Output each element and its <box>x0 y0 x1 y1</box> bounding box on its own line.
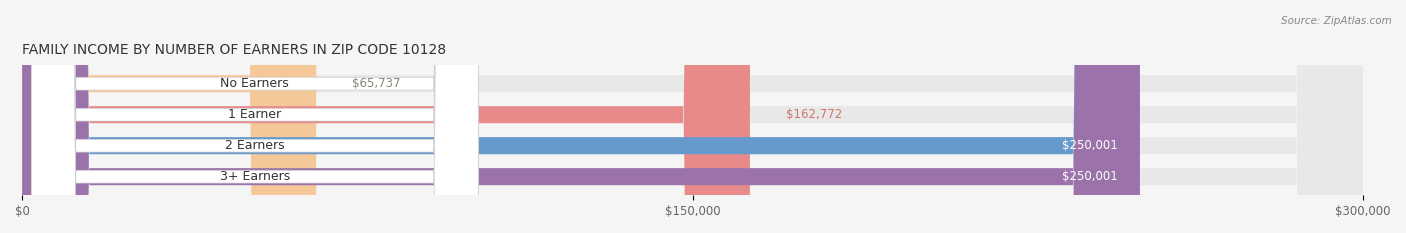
Text: No Earners: No Earners <box>221 77 290 90</box>
Text: $162,772: $162,772 <box>786 108 842 121</box>
Text: $65,737: $65,737 <box>352 77 401 90</box>
FancyBboxPatch shape <box>22 0 1140 233</box>
FancyBboxPatch shape <box>22 0 1140 233</box>
Text: $250,001: $250,001 <box>1062 170 1118 183</box>
Text: 2 Earners: 2 Earners <box>225 139 284 152</box>
Text: 3+ Earners: 3+ Earners <box>219 170 290 183</box>
Text: Source: ZipAtlas.com: Source: ZipAtlas.com <box>1281 16 1392 26</box>
Text: FAMILY INCOME BY NUMBER OF EARNERS IN ZIP CODE 10128: FAMILY INCOME BY NUMBER OF EARNERS IN ZI… <box>22 43 447 57</box>
Text: $250,001: $250,001 <box>1062 139 1118 152</box>
FancyBboxPatch shape <box>31 0 478 233</box>
FancyBboxPatch shape <box>22 0 316 233</box>
FancyBboxPatch shape <box>31 0 478 233</box>
Text: 1 Earner: 1 Earner <box>228 108 281 121</box>
FancyBboxPatch shape <box>22 0 1364 233</box>
FancyBboxPatch shape <box>22 0 1364 233</box>
FancyBboxPatch shape <box>22 0 1364 233</box>
FancyBboxPatch shape <box>22 0 1364 233</box>
FancyBboxPatch shape <box>31 0 478 233</box>
FancyBboxPatch shape <box>31 0 478 233</box>
FancyBboxPatch shape <box>22 0 749 233</box>
